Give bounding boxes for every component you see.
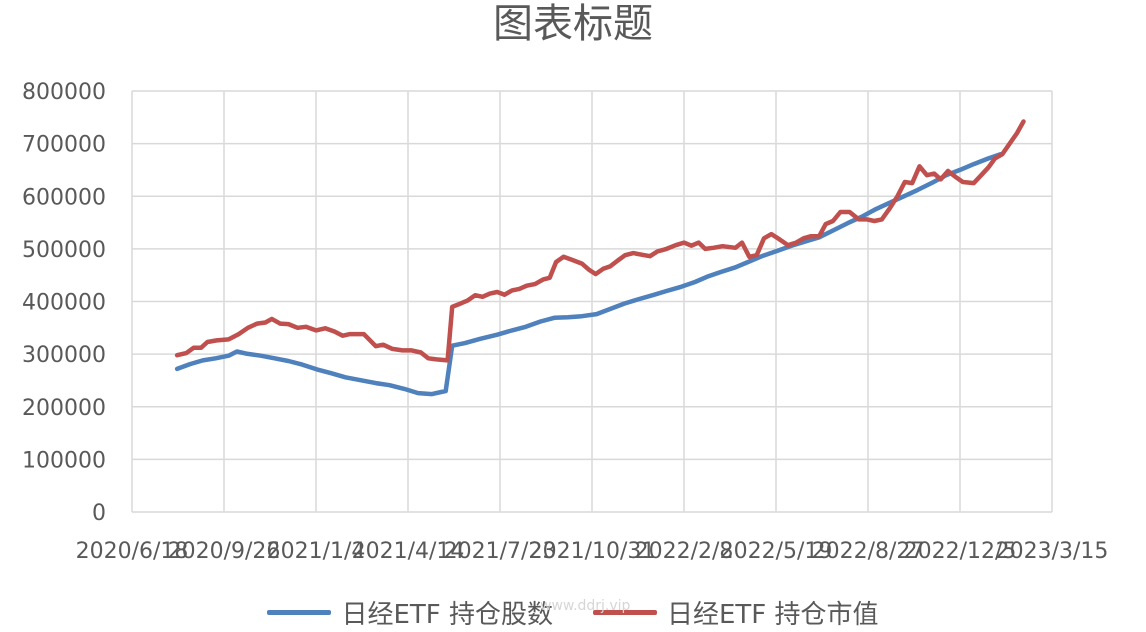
x-tick-label: 2022/2/8 xyxy=(635,539,734,564)
series-line-shares xyxy=(174,151,1003,397)
y-tick-label: 200000 xyxy=(22,396,106,421)
x-tick-label: 2021/1/4 xyxy=(267,539,366,564)
chart-plot-area: 0 100000 200000 300000 400000 500000 600000 700… xyxy=(22,80,1109,564)
x-tick-label: 2021/10/31 xyxy=(529,539,656,564)
legend-swatch-shares xyxy=(267,609,332,615)
series-line-market-value xyxy=(174,119,1026,363)
y-tick-label: 800000 xyxy=(22,80,106,105)
x-tick-label: 2022/5/19 xyxy=(720,539,833,564)
y-tick-label: 500000 xyxy=(22,238,106,263)
y-tick-label: 100000 xyxy=(22,448,106,473)
watermark: www.ddrj.vip xyxy=(540,598,631,614)
x-tick-label: 2022/8/27 xyxy=(812,539,925,564)
x-tick-label: 2020/9/26 xyxy=(168,539,281,564)
x-tick-label: 2020/6/18 xyxy=(76,539,189,564)
y-axis-tick-labels: 0 100000 200000 300000 400000 500000 600000 700… xyxy=(22,80,106,526)
x-axis-tick-labels: 2020/6/182020/9/262021/1/42021/4/142021/… xyxy=(76,539,1109,564)
legend-label-shares: 日经ETF 持仓股数 xyxy=(341,599,553,630)
x-tick-label: 2021/4/14 xyxy=(352,539,465,564)
chart-title: 图表标题 xyxy=(493,1,653,47)
y-tick-label: 300000 xyxy=(22,343,106,368)
legend-item-market-value: 日经ETF 持仓市值 xyxy=(593,594,879,631)
legend: 日经ETF 持仓股数 日经ETF 持仓市值 xyxy=(0,592,1146,632)
x-tick-label: 2023/3/15 xyxy=(996,539,1109,564)
legend-label-market-value: 日经ETF 持仓市值 xyxy=(667,599,879,630)
legend-swatch-market-value xyxy=(593,609,657,615)
y-tick-label: 600000 xyxy=(22,185,106,210)
horizontal-gridlines xyxy=(132,90,1052,513)
y-tick-label: 0 xyxy=(92,501,106,526)
x-tick-label: 2021/7/23 xyxy=(444,539,557,564)
y-tick-label: 400000 xyxy=(22,291,106,316)
y-tick-label: 700000 xyxy=(22,133,106,158)
series-lines xyxy=(174,119,1026,397)
legend-item-shares: 日经ETF 持仓股数 xyxy=(267,594,553,631)
x-tick-label: 2022/12/5 xyxy=(904,539,1017,564)
